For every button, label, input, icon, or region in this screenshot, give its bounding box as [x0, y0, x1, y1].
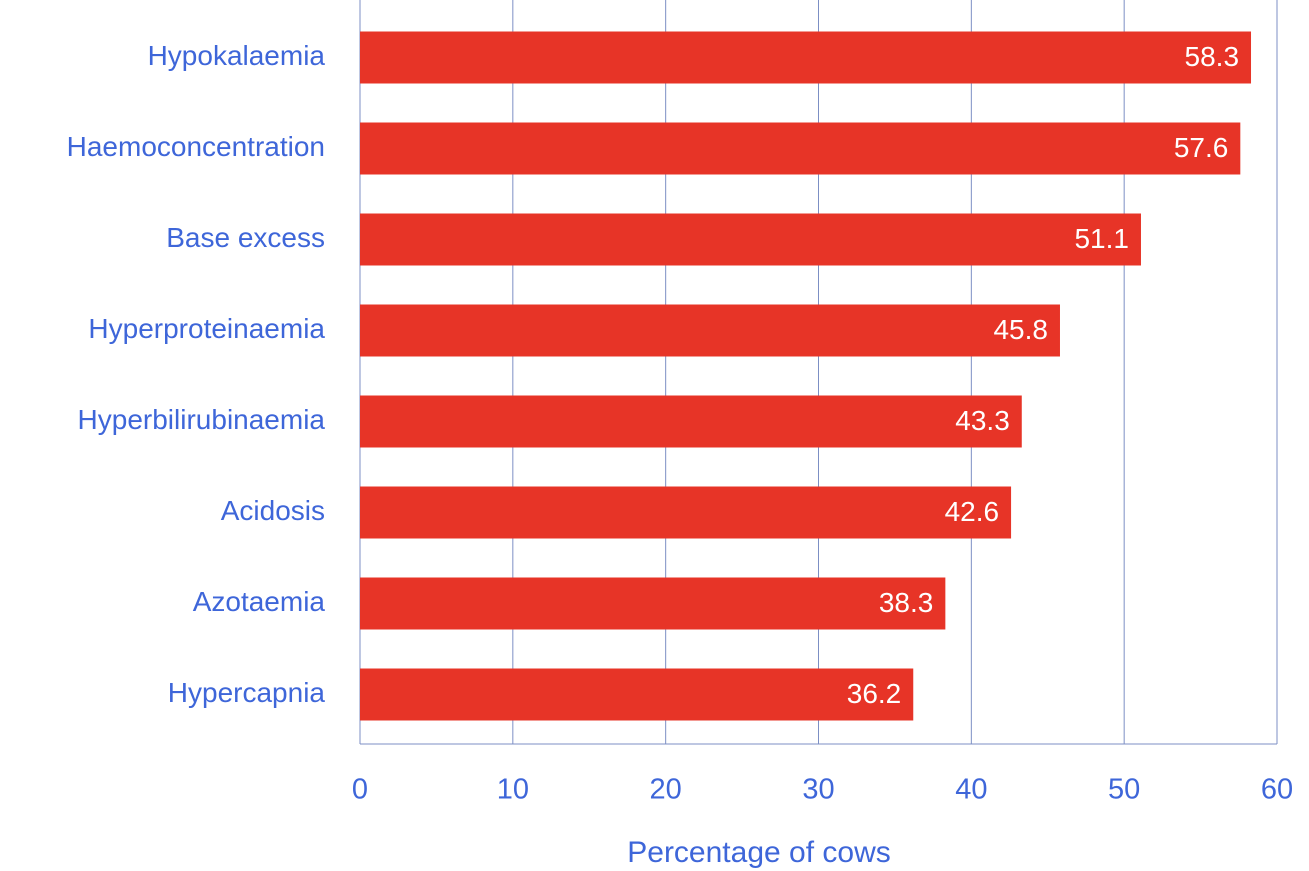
x-tick-label: 60: [1261, 774, 1293, 806]
y-tick-label: Hypokalaemia: [148, 40, 326, 71]
x-tick-label: 0: [352, 774, 368, 806]
value-label: 45.8: [993, 314, 1048, 345]
value-label: 58.3: [1185, 41, 1240, 72]
bar: [360, 486, 1012, 539]
value-label: 36.2: [847, 678, 902, 709]
y-tick-label: Hypercapnia: [168, 677, 326, 708]
value-label: 43.3: [955, 405, 1010, 436]
y-tick-label: Azotaemia: [193, 586, 326, 617]
x-tick-label: 40: [955, 774, 987, 806]
x-tick-label: 50: [1108, 774, 1140, 806]
y-tick-label: Base excess: [166, 222, 325, 253]
y-tick-label: Acidosis: [221, 495, 325, 526]
bar: [360, 213, 1141, 266]
x-tick-label: 10: [497, 774, 529, 806]
bar: [360, 668, 914, 721]
bar: [360, 31, 1252, 84]
x-tick-label: 20: [650, 774, 682, 806]
value-label: 51.1: [1074, 223, 1129, 254]
y-tick-label: Hyperproteinaemia: [88, 313, 325, 344]
bar: [360, 304, 1060, 357]
x-tick-label: 30: [802, 774, 834, 806]
bar: [360, 395, 1022, 448]
value-label: 38.3: [879, 587, 934, 618]
value-label: 57.6: [1174, 132, 1229, 163]
value-label: 42.6: [945, 496, 1000, 527]
y-tick-label: Hyperbilirubinaemia: [78, 404, 326, 435]
y-tick-label: Haemoconcentration: [67, 131, 325, 162]
bar: [360, 122, 1241, 175]
x-axis-label: Percentage of cows: [627, 836, 890, 869]
bar: [360, 577, 946, 630]
